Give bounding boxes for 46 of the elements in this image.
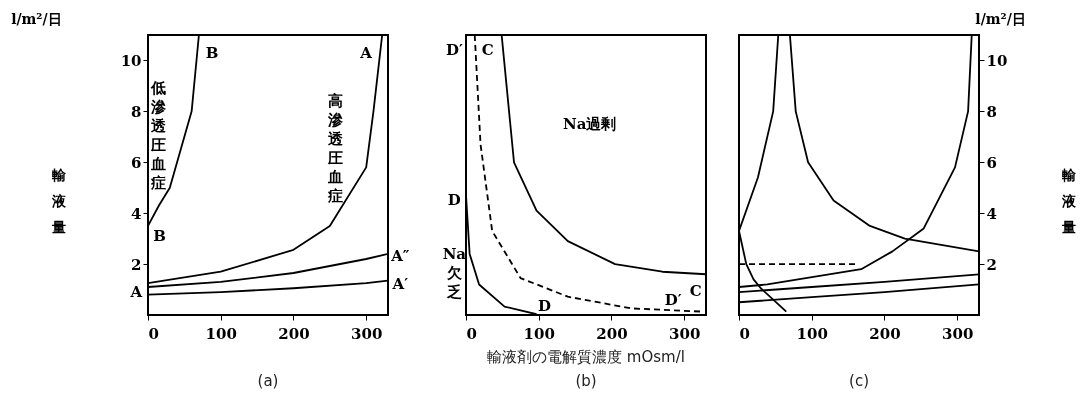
x-tick-label: 200: [869, 324, 901, 343]
annotation: 低滲透圧血症: [149, 79, 167, 193]
annotation: D′: [664, 290, 682, 309]
annotation: B: [153, 227, 166, 246]
annotation: C: [481, 41, 494, 60]
annotation: 高滲透圧血症: [327, 92, 345, 206]
annotation: Na過剰: [562, 115, 617, 134]
y2-tick-label: 8: [986, 102, 997, 121]
y-axis-title: 輸液量: [50, 166, 67, 235]
x-tick-label: 300: [942, 324, 974, 343]
chart-title: l/m²/日: [975, 11, 1026, 27]
y2-tick-label: 6: [986, 153, 997, 172]
y2-tick-label: 2: [986, 255, 997, 274]
x-tick-label: 0: [148, 324, 159, 343]
x-tick-label: 200: [278, 324, 310, 343]
y-tick-label: 6: [131, 153, 142, 172]
text: Na欠乏: [442, 244, 467, 301]
annotation: B: [205, 43, 219, 62]
x-tick-label: 300: [669, 324, 701, 343]
y2-axis-title: 輸液量: [1061, 166, 1078, 235]
x-tick-label: 300: [351, 324, 383, 343]
y-tick-label: 2: [131, 255, 142, 274]
text: D′: [445, 41, 463, 60]
x-tick-label: 0: [466, 324, 477, 343]
text: D: [447, 191, 461, 210]
x-tick-label: 200: [596, 324, 628, 343]
x-tick-label: 100: [796, 324, 828, 343]
y-tick-label: 4: [131, 204, 142, 223]
text: (c): [849, 372, 869, 390]
text: A′: [391, 275, 409, 294]
text: A″: [390, 247, 410, 266]
x-tick-label: 100: [523, 324, 555, 343]
annotation: A: [359, 43, 373, 62]
text: (b): [575, 372, 597, 390]
y2-tick-label: 4: [986, 204, 997, 223]
y-tick-label: 10: [120, 51, 142, 70]
x-tick-label: 0: [739, 324, 750, 343]
annotation: D: [538, 297, 552, 316]
y2-tick-label: 10: [986, 51, 1008, 70]
text: A: [129, 283, 143, 302]
y-tick-label: 8: [131, 102, 142, 121]
text: (a): [257, 372, 279, 390]
annotation: C: [689, 281, 702, 300]
x-tick-label: 100: [205, 324, 237, 343]
x-axis-title: 輸液剤の電解質濃度 mOsm/l: [487, 348, 685, 366]
text: l/m²/日: [11, 11, 62, 27]
